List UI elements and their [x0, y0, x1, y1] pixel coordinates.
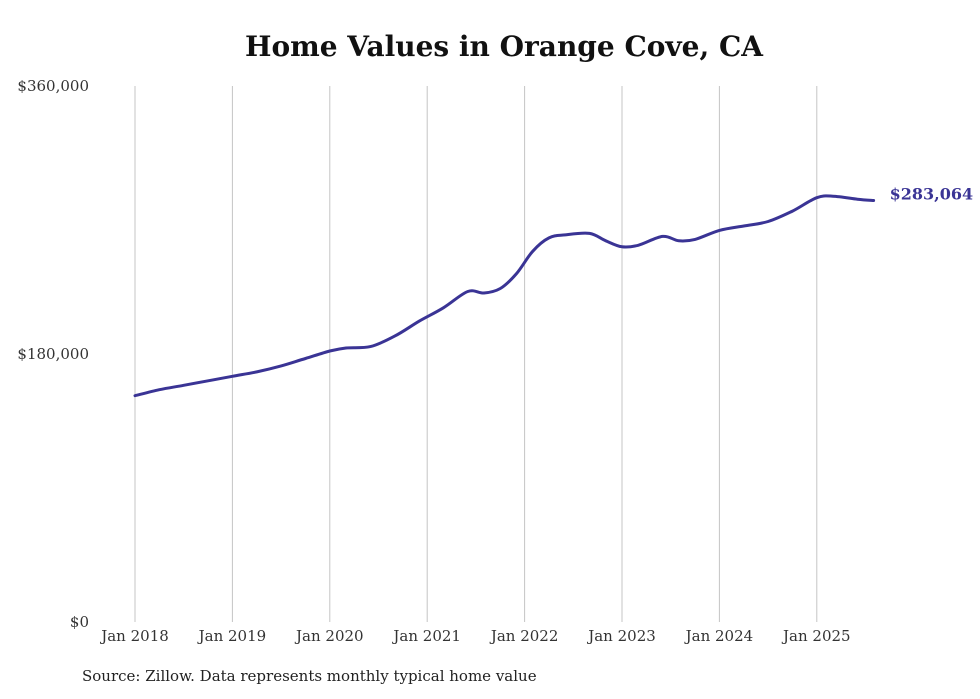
- end-value-label: $283,064: [890, 185, 974, 204]
- x-tick-label: Jan 2019: [197, 627, 267, 645]
- x-tick-label: Jan 2025: [781, 627, 851, 645]
- x-tick-label: Jan 2023: [586, 627, 656, 645]
- x-axis-ticks: Jan 2018 Jan 2019 Jan 2020 Jan 2021 Jan 2022…: [99, 627, 850, 645]
- x-tick-label: Jan 2021: [391, 627, 461, 645]
- x-tick-label: Jan 2022: [489, 627, 559, 645]
- series-line: [133, 194, 876, 398]
- y-tick-label: $0: [70, 613, 89, 631]
- source-note: Source: Zillow. Data represents monthly …: [82, 667, 537, 685]
- y-tick-label: $180,000: [17, 345, 89, 363]
- x-tick-label: Jan 2018: [99, 627, 169, 645]
- chart-title: Home Values in Orange Cove, CA: [244, 30, 763, 63]
- y-tick-label: $360,000: [17, 77, 89, 95]
- grid-lines: [134, 86, 818, 622]
- x-tick-label: Jan 2024: [684, 627, 754, 645]
- x-tick-label: Jan 2020: [294, 627, 364, 645]
- y-axis-ticks: $0 $180,000 $360,000: [17, 77, 89, 631]
